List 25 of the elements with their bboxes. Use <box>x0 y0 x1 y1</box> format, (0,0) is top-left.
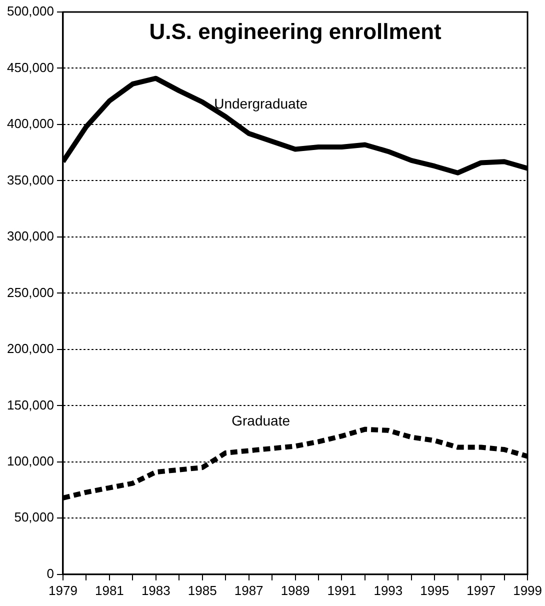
series-label: Undergraduate <box>214 95 308 112</box>
y-tick-label: 450,000 <box>6 60 54 75</box>
x-tick-label: 1979 <box>48 582 78 598</box>
y-tick-label: 350,000 <box>6 172 54 188</box>
y-tick-label: 400,000 <box>6 116 54 132</box>
y-tick-label: 200,000 <box>6 341 54 356</box>
x-tick-label: 1993 <box>374 582 403 598</box>
chart-title: U.S. engineering enrollment <box>149 19 442 44</box>
x-tick-label: 1985 <box>188 582 217 598</box>
y-tick-label: 150,000 <box>6 397 54 412</box>
x-tick-label: 1989 <box>280 582 310 598</box>
x-tick-label: 1981 <box>94 582 124 598</box>
x-tick-label: 1997 <box>466 582 496 598</box>
x-tick-label: 1987 <box>234 582 264 598</box>
y-tick-label: 50,000 <box>14 510 54 525</box>
y-tick-label: 300,000 <box>6 228 54 244</box>
y-tick-label: 0 <box>46 566 54 581</box>
x-tick-label: 1999 <box>513 582 542 598</box>
x-tick-label: 1983 <box>141 582 170 598</box>
y-tick-label: 500,000 <box>6 4 54 19</box>
series-label: Graduate <box>232 412 290 429</box>
x-tick-label: 1995 <box>420 582 450 598</box>
y-tick-label: 250,000 <box>6 284 54 300</box>
y-tick-label: 100,000 <box>6 454 54 468</box>
x-tick-label: 1991 <box>327 582 356 598</box>
